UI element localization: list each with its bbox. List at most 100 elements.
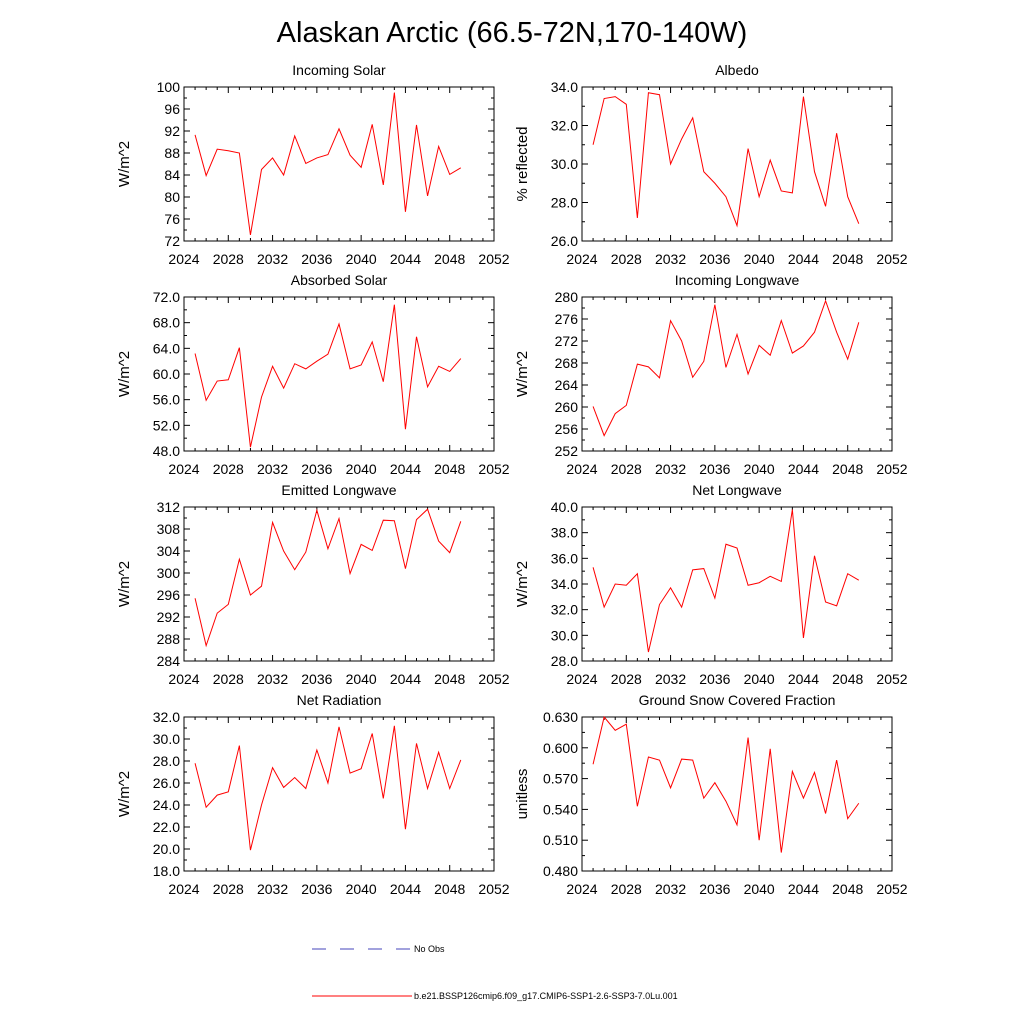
series-line bbox=[592, 92, 860, 228]
y-tick-label: 34.0 bbox=[551, 79, 578, 95]
x-tick-label: 2048 bbox=[434, 671, 465, 687]
y-tick-label: 252 bbox=[555, 443, 579, 459]
x-tick-label: 2036 bbox=[699, 251, 730, 267]
panel-incoming-longwave: Incoming Longwave W/m^2 2024 2028 2032 2036 20… bbox=[514, 272, 908, 477]
panel-title: Net Radiation bbox=[297, 692, 382, 708]
x-tick-label: 2040 bbox=[346, 251, 377, 267]
panel-title: Absorbed Solar bbox=[291, 272, 388, 288]
x-tick-label: 2024 bbox=[168, 461, 199, 477]
y-tick-label: 268 bbox=[555, 355, 579, 371]
panel-frame bbox=[581, 296, 893, 452]
panel-frame bbox=[183, 716, 495, 872]
y-tick-label: 288 bbox=[157, 631, 181, 647]
x-tick-label: 2024 bbox=[566, 461, 597, 477]
x-tick-label: 2024 bbox=[168, 671, 199, 687]
y-tick-label: 32.0 bbox=[551, 602, 578, 618]
y-axis-label: % reflected bbox=[514, 126, 531, 201]
x-tick-label: 2048 bbox=[434, 881, 465, 897]
x-tick-label: 2040 bbox=[744, 461, 775, 477]
x-tick-label: 2052 bbox=[876, 461, 907, 477]
x-tick-label: 2036 bbox=[301, 251, 332, 267]
panel-title: Albedo bbox=[715, 62, 759, 78]
x-tick-label: 2036 bbox=[699, 461, 730, 477]
x-tick-label: 2048 bbox=[434, 251, 465, 267]
x-tick-label: 2036 bbox=[301, 881, 332, 897]
x-tick-label: 2052 bbox=[876, 251, 907, 267]
panels: Incoming Solar W/m^2 2024 2028 2032 2036 2040 2… bbox=[116, 62, 908, 897]
x-tick-label: 2024 bbox=[566, 251, 597, 267]
x-tick-label: 2032 bbox=[257, 461, 288, 477]
panel-frame bbox=[581, 86, 893, 242]
y-tick-label: 34.0 bbox=[551, 576, 578, 592]
x-tick-label: 2032 bbox=[655, 881, 686, 897]
panel-emitted-longwave: Emitted Longwave W/m^2 2024 2028 2032 2036 204… bbox=[116, 482, 510, 687]
x-tick-label: 2032 bbox=[257, 671, 288, 687]
x-tick-label: 2024 bbox=[168, 251, 199, 267]
y-tick-label: 64.0 bbox=[153, 340, 180, 356]
series-line bbox=[194, 92, 462, 236]
panel-albedo: Albedo % reflected 2024 2028 2032 2036 2040 204… bbox=[514, 62, 908, 267]
y-tick-label: 88 bbox=[164, 145, 180, 161]
y-tick-label: 0.570 bbox=[543, 771, 578, 787]
x-tick-label: 2024 bbox=[566, 671, 597, 687]
y-tick-label: 28.0 bbox=[153, 753, 180, 769]
y-tick-label: 48.0 bbox=[153, 443, 180, 459]
x-tick-label: 2028 bbox=[213, 671, 244, 687]
y-tick-label: 280 bbox=[555, 289, 579, 305]
y-tick-label: 30.0 bbox=[551, 627, 578, 643]
x-tick-label: 2048 bbox=[832, 461, 863, 477]
y-tick-label: 256 bbox=[555, 421, 579, 437]
x-tick-label: 2048 bbox=[832, 881, 863, 897]
panel-frame bbox=[183, 506, 495, 662]
y-tick-label: 96 bbox=[164, 101, 180, 117]
y-tick-label: 72.0 bbox=[153, 289, 180, 305]
x-tick-label: 2028 bbox=[611, 881, 642, 897]
y-axis-label: W/m^2 bbox=[514, 561, 531, 607]
x-tick-label: 2048 bbox=[832, 671, 863, 687]
panel-frame bbox=[581, 506, 893, 662]
y-tick-label: 22.0 bbox=[153, 819, 180, 835]
x-tick-label: 2028 bbox=[611, 251, 642, 267]
x-tick-label: 2052 bbox=[478, 881, 509, 897]
y-tick-label: 28.0 bbox=[551, 195, 578, 211]
x-tick-label: 2048 bbox=[434, 461, 465, 477]
y-tick-label: 38.0 bbox=[551, 525, 578, 541]
y-tick-label: 312 bbox=[157, 499, 181, 515]
y-tick-label: 0.540 bbox=[543, 801, 578, 817]
y-axis-label: W/m^2 bbox=[116, 771, 133, 817]
x-tick-label: 2028 bbox=[611, 461, 642, 477]
x-tick-label: 2040 bbox=[346, 881, 377, 897]
x-tick-label: 2044 bbox=[788, 251, 819, 267]
x-tick-label: 2040 bbox=[346, 671, 377, 687]
y-tick-label: 32.0 bbox=[153, 709, 180, 725]
y-tick-label: 0.630 bbox=[543, 709, 578, 725]
y-tick-label: 30.0 bbox=[551, 156, 578, 172]
y-axis-label: W/m^2 bbox=[116, 141, 133, 187]
x-tick-label: 2044 bbox=[788, 881, 819, 897]
legend: No Obs b.e21.BSSP126cmip6.f09_g17.CMIP6-… bbox=[312, 944, 678, 1001]
y-tick-label: 56.0 bbox=[153, 392, 180, 408]
x-tick-label: 2052 bbox=[478, 671, 509, 687]
y-tick-label: 32.0 bbox=[551, 118, 578, 134]
y-tick-label: 28.0 bbox=[551, 653, 578, 669]
x-tick-label: 2024 bbox=[566, 881, 597, 897]
y-tick-label: 24.0 bbox=[153, 797, 180, 813]
y-tick-label: 26.0 bbox=[551, 233, 578, 249]
figure-title: Alaskan Arctic (66.5-72N,170-140W) bbox=[277, 17, 748, 49]
panel-absorbed-solar: Absorbed Solar W/m^2 2024 2028 2032 2036 2040 2… bbox=[116, 272, 510, 477]
y-axis-label: unitless bbox=[514, 769, 531, 820]
y-axis-label: W/m^2 bbox=[116, 561, 133, 607]
y-tick-label: 300 bbox=[157, 565, 181, 581]
y-tick-label: 92 bbox=[164, 123, 180, 139]
x-tick-label: 2040 bbox=[744, 881, 775, 897]
y-tick-label: 264 bbox=[555, 377, 579, 393]
y-tick-label: 20.0 bbox=[153, 841, 180, 857]
series-line bbox=[194, 304, 462, 448]
legend-no-obs-label: No Obs bbox=[414, 944, 445, 954]
panel-title: Emitted Longwave bbox=[281, 482, 396, 498]
x-tick-label: 2028 bbox=[213, 461, 244, 477]
x-tick-label: 2044 bbox=[788, 461, 819, 477]
y-tick-label: 18.0 bbox=[153, 863, 180, 879]
x-tick-label: 2036 bbox=[699, 671, 730, 687]
x-tick-label: 2028 bbox=[213, 251, 244, 267]
